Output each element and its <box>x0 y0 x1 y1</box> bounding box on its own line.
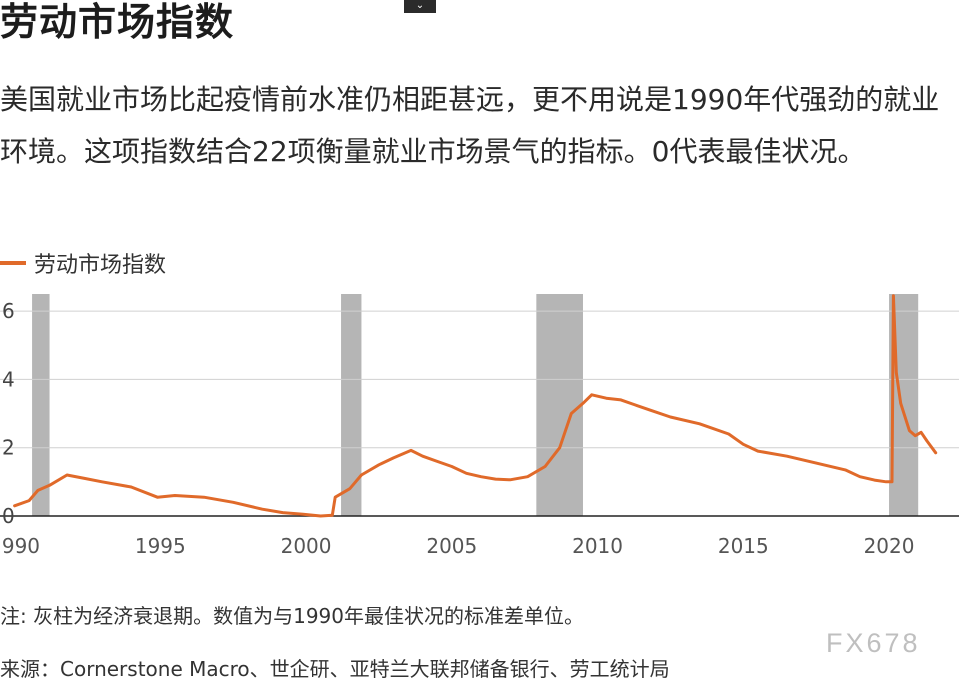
x-tick-label-2000: 2000 <box>281 534 332 558</box>
collapse-toggle-button[interactable]: ⌄ <box>404 0 436 13</box>
data-point-16 <box>331 514 334 517</box>
y-tick-labels: 0 2 4 6 <box>2 299 15 528</box>
data-point-17 <box>334 496 337 499</box>
data-point-46 <box>814 461 818 465</box>
chevron-down-icon: ⌄ <box>415 0 425 11</box>
data-point-38 <box>634 403 637 407</box>
data-point-45 <box>785 455 789 458</box>
recession-bar-0 <box>32 294 50 516</box>
data-point-53 <box>895 371 898 374</box>
data-point-13 <box>281 511 284 514</box>
series-line-0 <box>13 294 938 518</box>
x-tick-label-1995: 1995 <box>135 534 186 558</box>
x-tick-label-2005: 2005 <box>426 534 477 558</box>
data-point-34 <box>581 402 585 405</box>
data-point-54 <box>899 402 902 405</box>
data-point-44 <box>756 449 760 453</box>
data-point-59 <box>934 451 937 455</box>
x-tick-label-1990: 1990 <box>0 534 40 558</box>
data-point-6 <box>100 480 104 484</box>
line-chart: 0 2 4 6 1990 1995 2000 2005 2010 2015 2020 <box>0 294 959 558</box>
x-tick-labels: 1990 1995 2000 2005 2010 2015 2020 <box>0 534 914 558</box>
data-point-11 <box>231 501 235 504</box>
data-point-0 <box>13 504 16 507</box>
grid-lines <box>0 310 959 517</box>
data-point-51 <box>890 480 894 484</box>
chart-note: 注: 灰柱为经济衰退期。数值为与1990年最佳状况的标准差单位。 <box>0 604 584 628</box>
data-point-57 <box>919 431 923 434</box>
data-point-56 <box>914 434 917 437</box>
chart-legend: 劳动市场指数 <box>0 246 166 280</box>
series-layer <box>13 294 938 518</box>
data-point-52 <box>892 294 895 297</box>
data-point-20 <box>377 463 381 466</box>
data-point-25 <box>450 465 454 468</box>
data-point-47 <box>844 468 847 472</box>
chart-subtitle: 美国就业市场比起疫情前水准仍相距甚远，更不用说是1990年代强劲的就业环境。这项… <box>0 83 940 168</box>
x-tick-label-2015: 2015 <box>718 534 769 558</box>
data-point-55 <box>908 429 911 432</box>
data-point-18 <box>348 487 351 490</box>
data-point-33 <box>570 412 573 415</box>
chart-source: 来源：Cornerstone Macro、世企研、亚特兰大联邦储备银行、劳工统计… <box>0 657 670 680</box>
data-point-21 <box>392 456 395 460</box>
data-point-1 <box>27 499 31 502</box>
data-point-4 <box>65 473 69 477</box>
data-point-14 <box>301 513 305 516</box>
x-tick-label-2020: 2020 <box>864 534 915 558</box>
data-point-58 <box>925 439 929 443</box>
data-point-42 <box>727 432 730 436</box>
data-point-37 <box>619 398 623 402</box>
watermark: FX678 <box>826 628 921 658</box>
data-point-48 <box>858 475 862 478</box>
data-point-5 <box>83 477 86 480</box>
data-point-27 <box>479 475 483 478</box>
data-point-29 <box>508 478 512 481</box>
data-point-40 <box>669 415 672 419</box>
data-point-8 <box>156 496 159 499</box>
data-point-24 <box>436 460 439 463</box>
y-tick-label-4: 4 <box>2 367 15 391</box>
data-point-19 <box>360 473 363 477</box>
legend-swatch <box>0 261 26 265</box>
data-point-49 <box>873 478 876 482</box>
data-point-2 <box>36 489 40 492</box>
data-point-31 <box>543 465 547 468</box>
y-tick-label-2: 2 <box>2 436 15 460</box>
data-point-22 <box>409 449 413 452</box>
data-point-35 <box>590 393 593 396</box>
data-point-23 <box>421 455 424 458</box>
y-tick-label-0: 0 <box>2 504 15 528</box>
data-point-43 <box>742 443 745 446</box>
data-point-39 <box>648 408 652 412</box>
recession-bar-2 <box>536 294 583 516</box>
recession-bars <box>32 294 919 516</box>
data-point-9 <box>173 494 177 497</box>
data-point-15 <box>319 514 322 518</box>
recession-bar-1 <box>341 294 362 516</box>
legend-label: 劳动市场指数 <box>34 253 167 278</box>
data-point-50 <box>884 480 888 484</box>
x-tick-label-2010: 2010 <box>572 534 623 558</box>
y-tick-label-6: 6 <box>2 299 15 323</box>
page-title: 劳动市场指数 <box>0 0 235 44</box>
data-point-3 <box>48 484 51 487</box>
data-point-7 <box>129 485 133 489</box>
data-point-32 <box>558 446 561 449</box>
data-point-12 <box>261 507 264 511</box>
data-point-26 <box>465 472 468 475</box>
data-point-41 <box>698 422 701 425</box>
data-point-30 <box>526 475 529 478</box>
data-point-28 <box>494 477 497 481</box>
data-point-36 <box>605 396 608 400</box>
data-point-10 <box>202 496 206 499</box>
